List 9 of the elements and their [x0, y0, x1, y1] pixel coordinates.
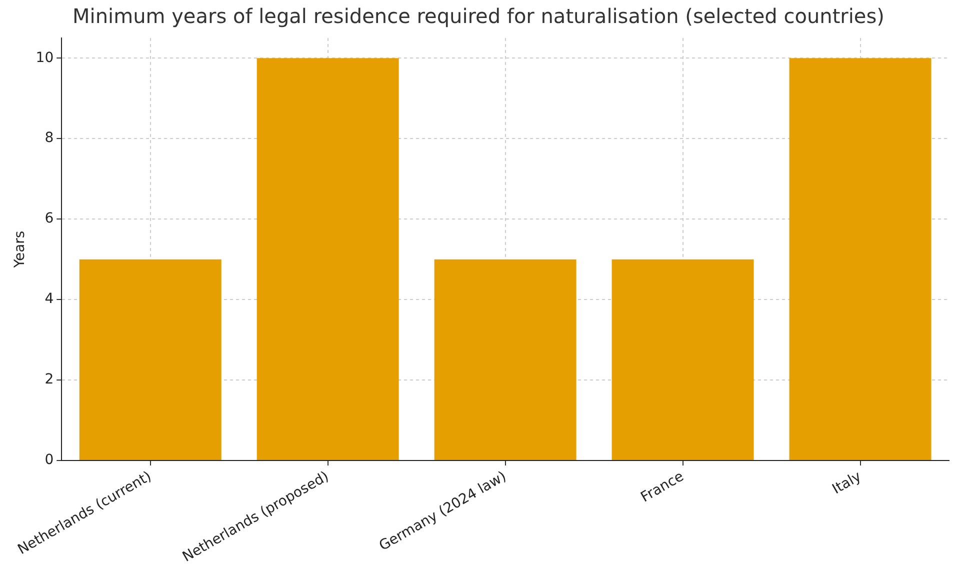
x-tick-label: Italy [830, 468, 864, 498]
y-tick-label: 2 [44, 372, 54, 388]
y-axis-title: Years [12, 230, 28, 269]
y-tick-label: 6 [44, 210, 54, 227]
y-tick-label: 0 [44, 452, 54, 468]
y-tick-label: 10 [36, 50, 54, 66]
y-tick-label: 8 [44, 130, 54, 146]
chart-title: Minimum years of legal residence required for naturalisation (selected countries) [72, 4, 884, 28]
y-tick-label: 4 [44, 291, 54, 308]
